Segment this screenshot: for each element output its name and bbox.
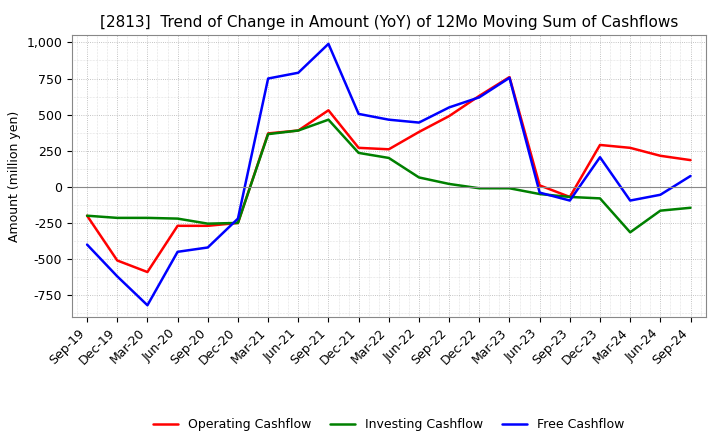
Operating Cashflow <box>686 158 695 163</box>
Operating Cashflow <box>626 145 634 150</box>
Operating Cashflow <box>475 93 484 99</box>
Free Cashflow <box>354 111 363 117</box>
Free Cashflow <box>626 198 634 203</box>
Operating Cashflow <box>445 114 454 119</box>
Investing Cashflow <box>83 213 91 218</box>
Operating Cashflow <box>264 131 272 136</box>
Operating Cashflow <box>505 74 514 80</box>
Investing Cashflow <box>445 181 454 187</box>
Investing Cashflow <box>113 215 122 220</box>
Legend: Operating Cashflow, Investing Cashflow, Free Cashflow: Operating Cashflow, Investing Cashflow, … <box>148 413 629 436</box>
Investing Cashflow <box>143 215 152 220</box>
Investing Cashflow <box>505 186 514 191</box>
Free Cashflow <box>565 198 574 203</box>
Operating Cashflow <box>233 220 242 226</box>
Investing Cashflow <box>294 128 302 133</box>
Free Cashflow <box>505 75 514 81</box>
Free Cashflow <box>294 70 302 75</box>
Operating Cashflow <box>83 213 91 218</box>
Operating Cashflow <box>204 223 212 228</box>
Operating Cashflow <box>324 108 333 113</box>
Line: Operating Cashflow: Operating Cashflow <box>87 77 690 272</box>
Investing Cashflow <box>233 220 242 226</box>
Operating Cashflow <box>294 128 302 133</box>
Free Cashflow <box>686 173 695 179</box>
Free Cashflow <box>536 190 544 195</box>
Operating Cashflow <box>384 147 393 152</box>
Free Cashflow <box>415 120 423 125</box>
Operating Cashflow <box>536 183 544 188</box>
Investing Cashflow <box>475 186 484 191</box>
Investing Cashflow <box>324 117 333 122</box>
Free Cashflow <box>233 216 242 221</box>
Operating Cashflow <box>143 269 152 275</box>
Investing Cashflow <box>174 216 182 221</box>
Investing Cashflow <box>595 196 604 201</box>
Line: Free Cashflow: Free Cashflow <box>87 44 690 305</box>
Investing Cashflow <box>536 191 544 197</box>
Line: Investing Cashflow: Investing Cashflow <box>87 120 690 232</box>
Operating Cashflow <box>656 153 665 158</box>
Operating Cashflow <box>354 145 363 150</box>
Operating Cashflow <box>565 194 574 200</box>
Free Cashflow <box>324 41 333 47</box>
Investing Cashflow <box>415 175 423 180</box>
Free Cashflow <box>595 154 604 160</box>
Operating Cashflow <box>415 129 423 135</box>
Free Cashflow <box>174 249 182 254</box>
Investing Cashflow <box>264 132 272 137</box>
Title: [2813]  Trend of Change in Amount (YoY) of 12Mo Moving Sum of Cashflows: [2813] Trend of Change in Amount (YoY) o… <box>99 15 678 30</box>
Free Cashflow <box>475 95 484 100</box>
Operating Cashflow <box>174 223 182 228</box>
Investing Cashflow <box>656 208 665 213</box>
Investing Cashflow <box>565 194 574 200</box>
Free Cashflow <box>113 274 122 279</box>
Operating Cashflow <box>113 258 122 263</box>
Free Cashflow <box>384 117 393 122</box>
Free Cashflow <box>83 242 91 247</box>
Y-axis label: Amount (million yen): Amount (million yen) <box>8 110 21 242</box>
Free Cashflow <box>264 76 272 81</box>
Free Cashflow <box>445 105 454 110</box>
Investing Cashflow <box>354 150 363 155</box>
Investing Cashflow <box>686 205 695 210</box>
Free Cashflow <box>143 303 152 308</box>
Investing Cashflow <box>384 155 393 161</box>
Operating Cashflow <box>595 142 604 147</box>
Investing Cashflow <box>626 230 634 235</box>
Free Cashflow <box>204 245 212 250</box>
Investing Cashflow <box>204 221 212 226</box>
Free Cashflow <box>656 192 665 198</box>
